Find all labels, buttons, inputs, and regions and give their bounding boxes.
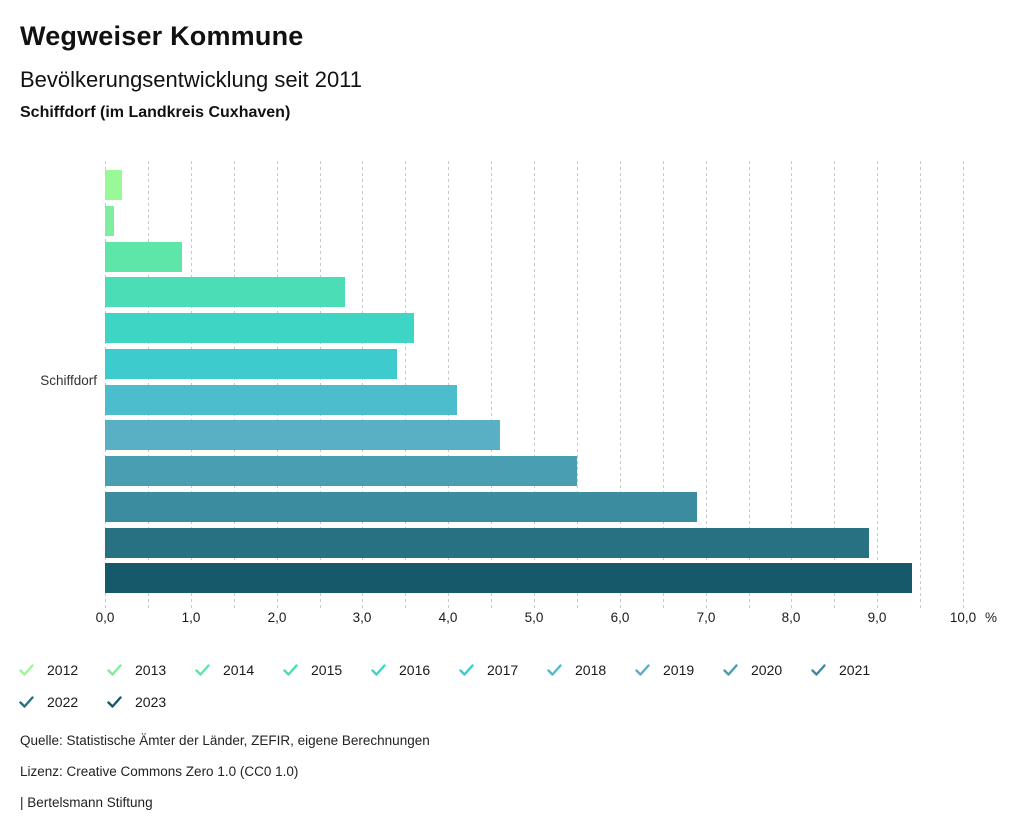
bar-2015[interactable] bbox=[105, 277, 345, 307]
plot-area bbox=[105, 161, 985, 608]
gridline bbox=[362, 161, 363, 608]
check-icon bbox=[283, 664, 298, 676]
legend-item-2014[interactable]: 2014 bbox=[195, 656, 254, 684]
chart-legend: 2012 2013 2014 2015 2016 2017 2018 2019 2020 2021… bbox=[19, 656, 1005, 720]
chart-region-subtitle: Schiffdorf (im Landkreis Cuxhaven) bbox=[20, 104, 291, 121]
legend-year-label: 2023 bbox=[135, 694, 167, 710]
gridline bbox=[405, 161, 406, 608]
bar-2023[interactable] bbox=[105, 563, 912, 593]
bar-2021[interactable] bbox=[105, 492, 697, 522]
x-tick-label: 7,0 bbox=[696, 610, 716, 625]
legend-item-2012[interactable]: 2012 bbox=[19, 656, 78, 684]
gridline bbox=[791, 161, 792, 608]
gridline bbox=[620, 161, 621, 608]
legend-year-label: 2018 bbox=[575, 662, 607, 678]
source-note: Quelle: Statistische Ämter der Länder, Z… bbox=[20, 733, 430, 748]
check-icon bbox=[371, 664, 386, 676]
check-icon bbox=[19, 664, 34, 676]
x-tick-label: 1,0 bbox=[181, 610, 201, 625]
legend-item-2018[interactable]: 2018 bbox=[547, 656, 606, 684]
check-icon bbox=[195, 664, 210, 676]
check-icon bbox=[723, 664, 738, 676]
legend-year-label: 2017 bbox=[487, 662, 519, 678]
x-tick-label: 8,0 bbox=[781, 610, 801, 625]
bar-2017[interactable] bbox=[105, 349, 397, 379]
attribution-note: | Bertelsmann Stiftung bbox=[20, 795, 153, 810]
legend-item-2020[interactable]: 2020 bbox=[723, 656, 782, 684]
legend-item-2013[interactable]: 2013 bbox=[107, 656, 166, 684]
check-icon bbox=[635, 664, 650, 676]
x-tick-label: 6,0 bbox=[610, 610, 630, 625]
check-icon bbox=[19, 696, 34, 708]
x-tick-label: 4,0 bbox=[438, 610, 458, 625]
gridline bbox=[277, 161, 278, 608]
x-tick-label: 0,0 bbox=[95, 610, 115, 625]
legend-year-label: 2019 bbox=[663, 662, 695, 678]
x-axis-unit-label: % bbox=[985, 610, 998, 625]
bar-2014[interactable] bbox=[105, 242, 182, 272]
gridline bbox=[749, 161, 750, 608]
bar-2016[interactable] bbox=[105, 313, 414, 343]
check-icon bbox=[107, 696, 122, 708]
population-bar-chart: Schiffdorf 0,0 1,0 2,0 3,0 4,0 5,0 6,0 7,0 8,0 9,… bbox=[40, 161, 1024, 631]
chart-title: Bevölkerungsentwicklung seit 2011 bbox=[20, 67, 363, 92]
x-tick-label: 5,0 bbox=[524, 610, 544, 625]
legend-item-2019[interactable]: 2019 bbox=[635, 656, 694, 684]
check-icon bbox=[459, 664, 474, 676]
legend-year-label: 2020 bbox=[751, 662, 783, 678]
license-note: Lizenz: Creative Commons Zero 1.0 (CC0 1… bbox=[20, 764, 299, 779]
x-tick-label: 2,0 bbox=[267, 610, 287, 625]
gridline bbox=[234, 161, 235, 608]
gridline bbox=[663, 161, 664, 608]
legend-year-label: 2013 bbox=[135, 662, 167, 678]
y-axis-category-label: Schiffdorf bbox=[40, 373, 97, 388]
check-icon bbox=[811, 664, 826, 676]
x-axis: 0,0 1,0 2,0 3,0 4,0 5,0 6,0 7,0 8,0 9,0 10,0% bbox=[96, 609, 1024, 631]
bar-2018[interactable] bbox=[105, 385, 457, 415]
gridline bbox=[320, 161, 321, 608]
legend-item-2021[interactable]: 2021 bbox=[811, 656, 870, 684]
check-icon bbox=[107, 664, 122, 676]
gridline bbox=[877, 161, 878, 608]
x-tick-label: 10,0 bbox=[949, 610, 977, 625]
gridline bbox=[105, 161, 106, 608]
bar-2012[interactable] bbox=[105, 170, 122, 200]
legend-year-label: 2016 bbox=[399, 662, 431, 678]
gridline bbox=[577, 161, 578, 608]
legend-year-label: 2022 bbox=[47, 694, 79, 710]
bar-2022[interactable] bbox=[105, 528, 869, 558]
gridline bbox=[148, 161, 149, 608]
gridline bbox=[706, 161, 707, 608]
gridline bbox=[534, 161, 535, 608]
legend-year-label: 2014 bbox=[223, 662, 255, 678]
x-tick-label: 3,0 bbox=[352, 610, 372, 625]
legend-item-2023[interactable]: 2023 bbox=[107, 688, 166, 716]
bar-2013[interactable] bbox=[105, 206, 114, 236]
legend-year-label: 2021 bbox=[839, 662, 871, 678]
gridline bbox=[834, 161, 835, 608]
gridline bbox=[191, 161, 192, 608]
page-title: Wegweiser Kommune bbox=[20, 21, 304, 51]
legend-year-label: 2015 bbox=[311, 662, 343, 678]
bar-2019[interactable] bbox=[105, 420, 500, 450]
gridline bbox=[963, 161, 964, 608]
gridline bbox=[491, 161, 492, 608]
legend-year-label: 2012 bbox=[47, 662, 79, 678]
check-icon bbox=[547, 664, 562, 676]
x-tick-label: 9,0 bbox=[867, 610, 887, 625]
gridline bbox=[448, 161, 449, 608]
gridline bbox=[920, 161, 921, 608]
legend-item-2017[interactable]: 2017 bbox=[459, 656, 518, 684]
legend-item-2016[interactable]: 2016 bbox=[371, 656, 430, 684]
bar-2020[interactable] bbox=[105, 456, 577, 486]
legend-item-2015[interactable]: 2015 bbox=[283, 656, 342, 684]
legend-item-2022[interactable]: 2022 bbox=[19, 688, 78, 716]
